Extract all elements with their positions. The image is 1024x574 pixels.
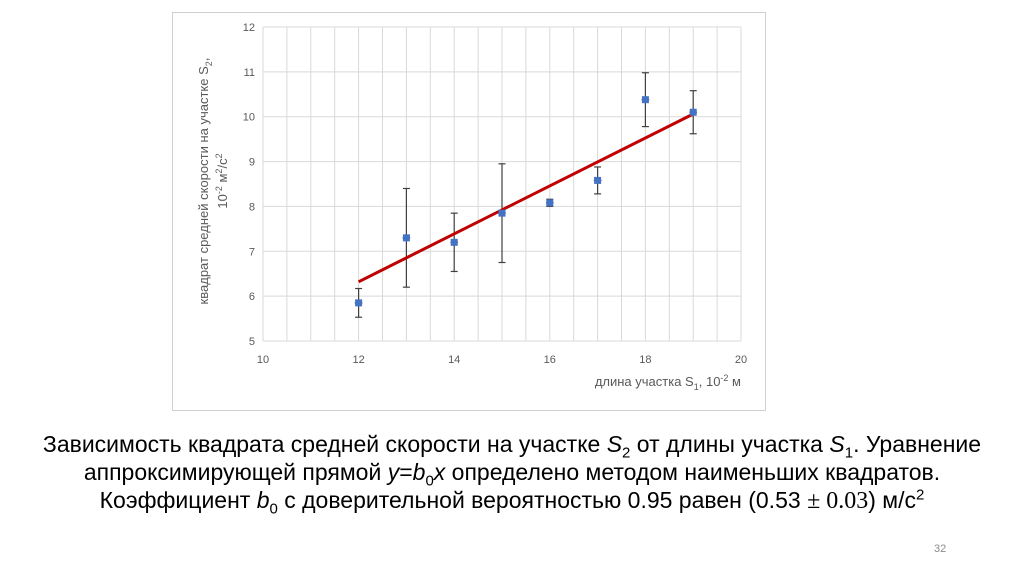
- y-tick-label: 7: [249, 246, 255, 258]
- data-point: [594, 176, 602, 184]
- x-tick-label: 14: [448, 354, 460, 366]
- chart-frame: 10 12 14 16 18 20 5 6 7 8 9 10 11 12 длина участка S1…: [172, 12, 766, 411]
- y-tick-label: 10: [243, 112, 255, 124]
- y-tick-label: 5: [249, 336, 255, 348]
- chart-svg: 10 12 14 16 18 20 5 6 7 8 9 10 11 12 длина участка S1…: [196, 22, 747, 392]
- y-tick-label: 9: [249, 157, 255, 169]
- figure-caption: Зависимость квадрата средней скорости на…: [42, 431, 982, 518]
- x-tick-label: 16: [544, 354, 556, 366]
- slide-number: 32: [934, 543, 947, 555]
- data-point: [546, 199, 554, 207]
- x-tick-label: 12: [352, 354, 364, 366]
- data-point: [355, 299, 363, 307]
- data-point: [689, 108, 697, 116]
- y-tick-label: 6: [249, 291, 255, 303]
- y-tick-label: 8: [249, 201, 255, 213]
- fit-line: [357, 112, 694, 284]
- y-axis-title-line1: квадрат средней скорости на участке S2,: [196, 58, 214, 305]
- data-point: [402, 234, 410, 242]
- data-point: [641, 96, 649, 104]
- y-axis-title-line2: 10-2 м2/с2: [214, 153, 230, 208]
- x-tick-label: 18: [639, 354, 651, 366]
- x-axis-title: длина участка S1, 10-2 м: [595, 373, 741, 392]
- data-point: [498, 209, 506, 217]
- y-tick-label: 12: [243, 22, 255, 34]
- y-tick-label: 11: [244, 67, 255, 79]
- x-tick-label: 10: [257, 354, 269, 366]
- x-tick-label: 20: [735, 354, 747, 366]
- data-point: [450, 238, 458, 246]
